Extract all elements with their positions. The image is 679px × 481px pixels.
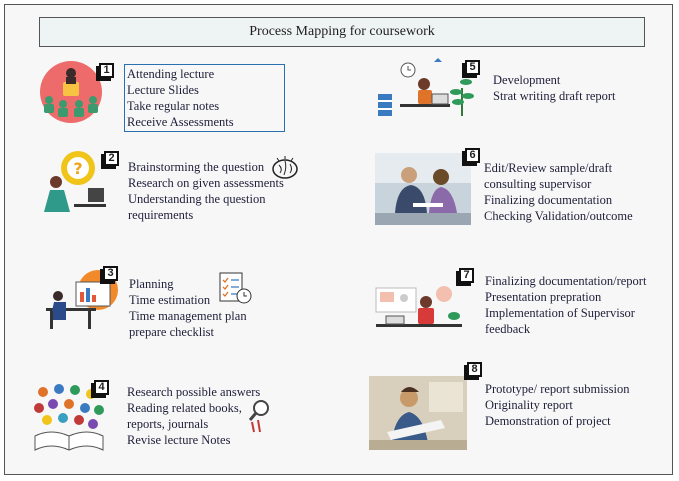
- step-line: Finalizing documentation: [484, 193, 613, 207]
- step-line: Finalizing documentation/report: [485, 274, 647, 288]
- step-line: Demonstration of project: [485, 414, 611, 428]
- step-3-text: Planning Time estimation Time management…: [129, 276, 247, 340]
- step-number-badge: 1: [99, 63, 114, 78]
- step-line: Checking Validation/outcome: [484, 209, 633, 223]
- step-number-badge: 6: [465, 148, 480, 163]
- step-line: Attending lecture: [127, 67, 215, 81]
- step-number-badge: 2: [104, 151, 119, 166]
- step-line: reports, journals: [127, 417, 209, 431]
- step-line: Presentation prepration: [485, 290, 602, 304]
- step-line: Time management plan: [129, 309, 247, 323]
- step-line: Research on given assessments: [128, 176, 284, 190]
- svg-text:?: ?: [73, 159, 82, 178]
- step-line: Development: [493, 73, 561, 87]
- step-line: Planning: [129, 277, 174, 291]
- step-line: Understanding the question: [128, 192, 266, 206]
- step-number-badge: 8: [467, 362, 482, 377]
- step-line: Revise lecture Notes: [127, 433, 231, 447]
- step-line: prepare checklist: [129, 325, 215, 339]
- step-6-text: Edit/Review sample/draft consulting supe…: [484, 160, 633, 224]
- step-2-text: Brainstorming the question Research on g…: [128, 159, 284, 223]
- step-line: Lecture Slides: [127, 83, 199, 97]
- step-line: Time estimation: [129, 293, 211, 307]
- diagram-title: Process Mapping for coursework: [39, 17, 645, 47]
- step-line: Strat writing draft report: [493, 89, 616, 103]
- step-line: consulting supervisor: [484, 177, 592, 191]
- step-line: Prototype/ report submission: [485, 382, 630, 396]
- step-line: Implementation of Supervisor: [485, 306, 635, 320]
- step-7-text: Finalizing documentation/report Presenta…: [485, 273, 646, 337]
- planning-desk-icon: [36, 268, 122, 337]
- step-line: Research possible answers: [127, 385, 261, 399]
- diagram-frame: [4, 4, 673, 475]
- brain-icon: [271, 155, 299, 186]
- step-4-text: Research possible answers Reading relate…: [127, 384, 260, 448]
- lecture-audience-icon: [37, 60, 105, 129]
- step-5-text: Development Strat writing draft report: [493, 72, 616, 104]
- developer-desk-icon: [374, 56, 478, 125]
- presentation-desk-icon: [374, 276, 464, 345]
- step-line: feedback: [485, 322, 531, 336]
- step-line: Take regular notes: [127, 99, 220, 113]
- checklist-clock-icon: [217, 271, 253, 310]
- step-line: Originality report: [485, 398, 573, 412]
- step-number-badge: 3: [103, 266, 118, 281]
- step-number-badge: 7: [459, 268, 474, 283]
- open-book-icon: [31, 384, 107, 461]
- step-line: Receive Assessments: [127, 115, 234, 129]
- step-line: Edit/Review sample/draft: [484, 161, 613, 175]
- submission-photo-icon: [369, 376, 467, 455]
- step-number-badge: 4: [94, 380, 109, 395]
- step-line: requirements: [128, 208, 194, 222]
- step-line: Reading related books,: [127, 401, 242, 415]
- magnifier-person-icon: [246, 398, 272, 439]
- step-8-text: Prototype/ report submission Originality…: [485, 381, 629, 429]
- review-meeting-photo-icon: [375, 153, 471, 230]
- step-number-badge: 5: [465, 60, 480, 75]
- step-1-text-box: Attending lecture Lecture Slides Take re…: [124, 64, 285, 132]
- step-line: Brainstorming the question: [128, 160, 265, 174]
- question-thinking-icon: ?: [36, 148, 110, 221]
